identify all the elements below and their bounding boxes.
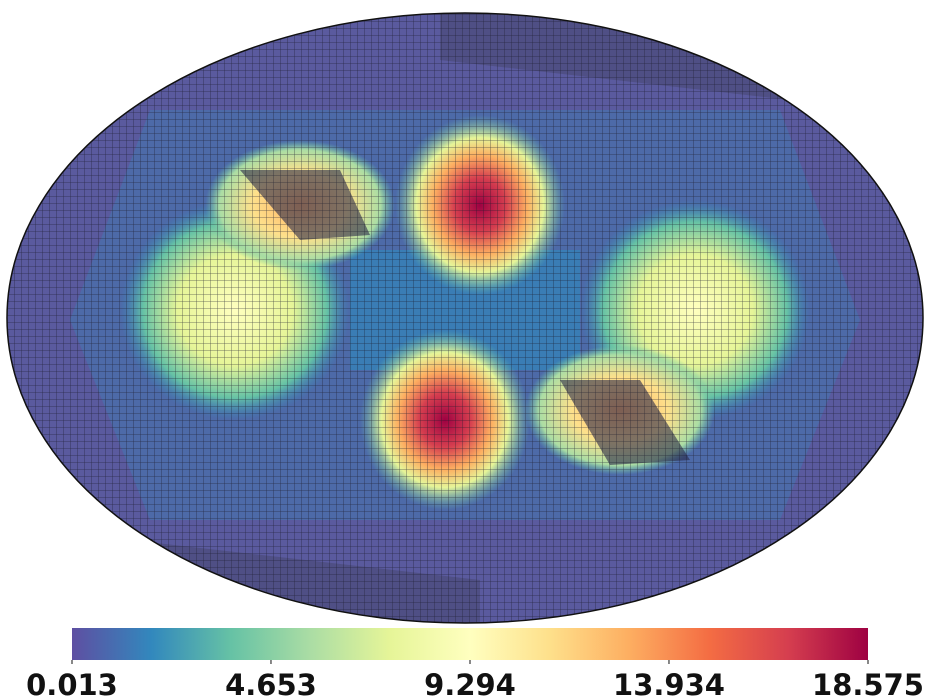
colorbar-bar <box>72 628 868 660</box>
tick-label: 4.653 <box>225 668 317 700</box>
tick-label: 13.934 <box>613 668 725 700</box>
tick-label: 0.013 <box>26 668 118 700</box>
mesh-field <box>7 13 923 623</box>
mesh-outline <box>6 12 924 624</box>
tick-label: 9.294 <box>424 668 516 700</box>
tick-label: 18.575 <box>812 668 924 700</box>
colorbar: 0.013 4.653 9.294 13.934 18.575 <box>26 628 924 700</box>
